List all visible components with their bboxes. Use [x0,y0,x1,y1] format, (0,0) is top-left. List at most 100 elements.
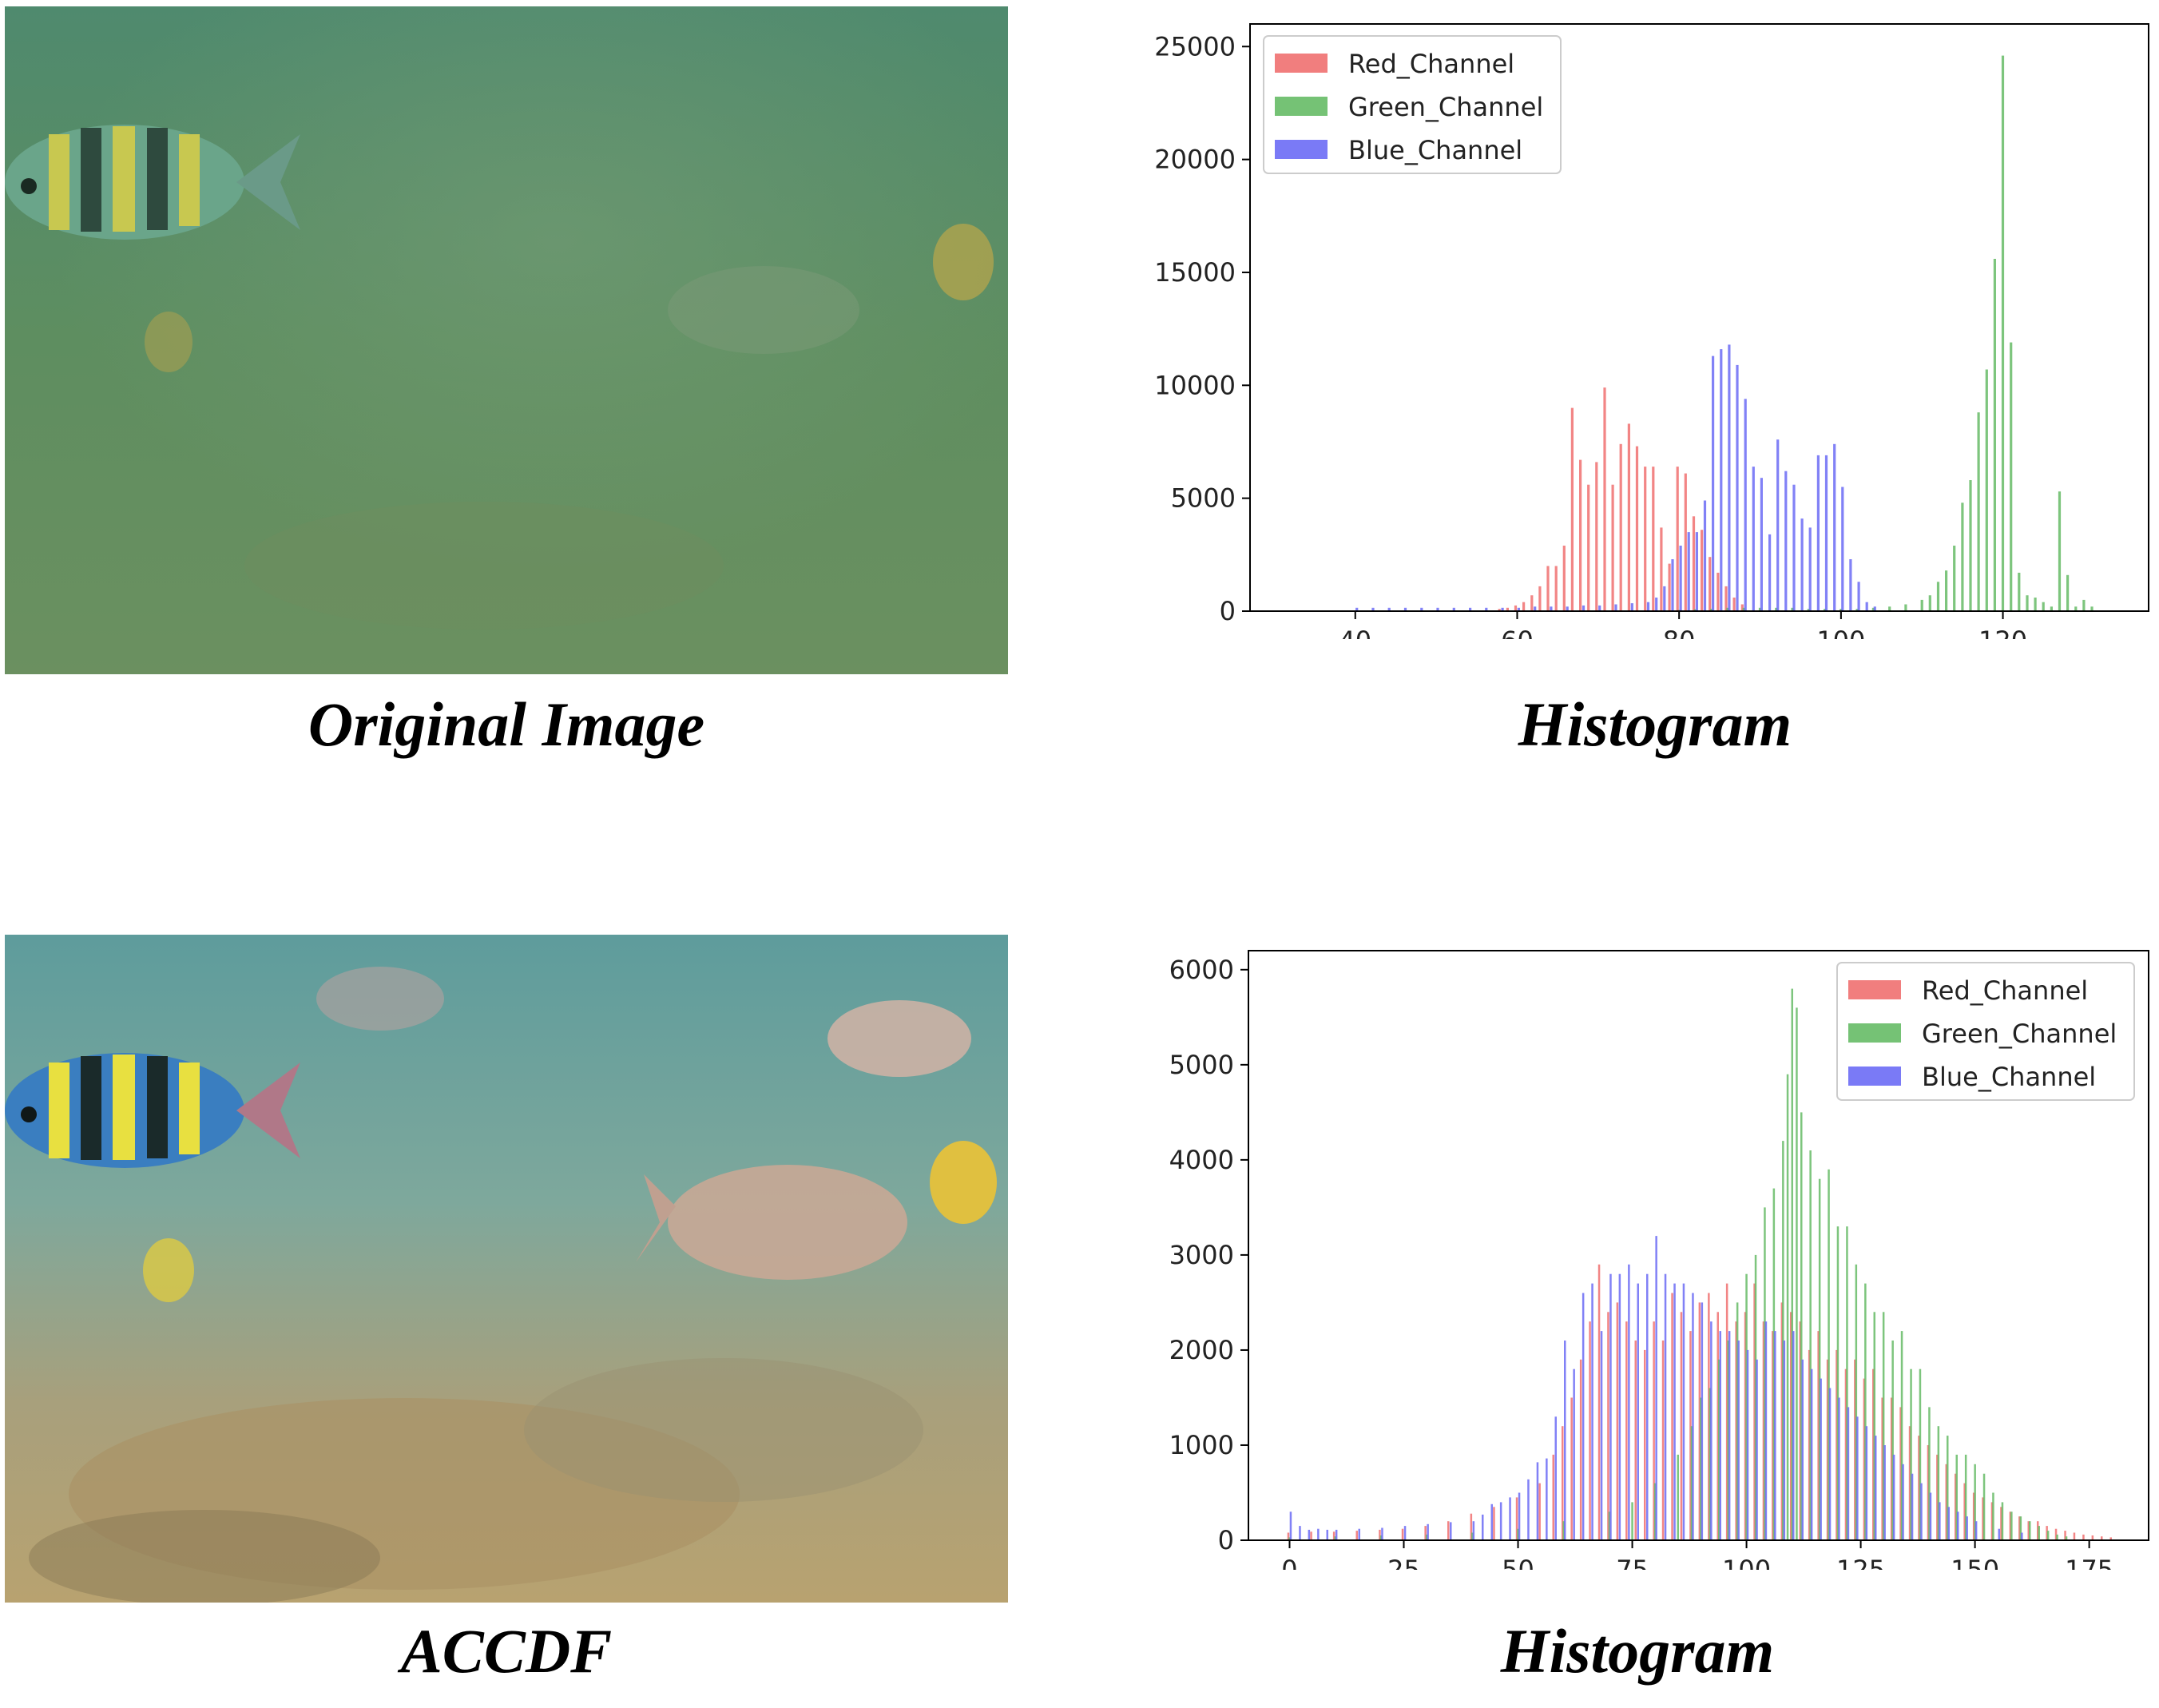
bar-blue-channel [1299,1526,1301,1540]
bar-green-channel [1718,1359,1720,1540]
bar-red-channel [1611,484,1614,611]
bar-blue-channel [1381,1527,1383,1540]
bar-blue-channel [1664,1273,1667,1540]
bar-blue-channel [1618,1273,1621,1540]
bar-red-channel [1607,1312,1609,1540]
bar-green-channel [1693,609,1697,611]
bar-green-channel [1608,1511,1611,1540]
bar-green-channel [1945,570,1948,611]
bar-blue-channel [1358,1528,1360,1540]
bar-green-channel [1288,1537,1291,1540]
bar-blue-channel [1701,1302,1704,1540]
bar-blue-channel [1719,1331,1721,1540]
bar-blue-channel [1671,559,1674,611]
bar-green-channel [1809,1150,1812,1540]
bar-green-channel [2042,602,2045,611]
accdf-image-scene [5,935,1008,1606]
bar-red-channel [1744,1312,1747,1540]
bar-green-channel [1471,1532,1474,1540]
bar-green-channel [1936,582,1940,612]
bar-red-channel [1936,1454,1939,1540]
bar-blue-channel [1485,607,1488,611]
bar-red-channel [1562,1426,1564,1540]
bar-red-channel [1310,1531,1312,1540]
bar-red-channel [1762,1321,1765,1540]
bar-red-channel [1515,1497,1518,1540]
bar-blue-channel [1744,399,1747,611]
bar-red-channel [2082,1534,2085,1540]
bar-green-channel [1953,546,1956,611]
bar-green-channel [2090,606,2094,611]
y-tick-label: 0 [1218,1525,1234,1555]
legend-label: Green_Channel [1922,1019,2117,1049]
bar-blue-channel [1289,1511,1292,1540]
bar-red-channel [1780,1302,1784,1540]
bar-green-channel [1955,1454,1958,1540]
y-tick-label: 4000 [1169,1145,1234,1175]
bar-red-channel [2018,1516,2021,1540]
bar-red-channel [1854,1359,1856,1540]
bar-red-channel [1708,1293,1710,1540]
bar-blue-channel [1801,1359,1804,1540]
y-tick-label: 5000 [1169,1050,1234,1080]
bar-red-channel [2009,1511,2012,1540]
bar-green-channel [2010,342,2013,611]
plot-frame [1249,23,2149,612]
bar-green-channel [1846,1226,1848,1540]
bar-green-channel [2074,606,2078,611]
bar-red-channel [1716,1312,1719,1540]
bar-red-channel [1652,467,1655,611]
bar-green-channel [1653,1483,1657,1540]
bar-blue-channel [1600,1331,1603,1540]
bar-blue-channel [1841,487,1844,611]
bar-red-channel [1546,566,1550,611]
bar-red-channel [1522,602,1526,611]
y-tick-label: 20000 [1154,145,1236,175]
bar-red-channel [1676,467,1679,611]
bar-green-channel [2056,1534,2058,1540]
original-image [5,6,1008,674]
bars-group [1355,55,2094,612]
bar-green-channel [1919,1368,1922,1540]
bar-blue-channel [1490,1503,1493,1540]
bar-blue-channel [1792,1331,1795,1540]
bar-blue-channel [1873,606,1876,611]
bar-green-channel [2066,574,2070,611]
bar-green-channel [1873,1312,1875,1540]
bar-green-channel [1726,607,1729,611]
bar-red-channel [2000,1507,2002,1540]
bar-green-channel [1900,1331,1903,1540]
bar-blue-channel [1573,1368,1575,1540]
original-image-scene [5,6,1008,674]
bar-blue-channel [1974,1521,1978,1540]
bar-green-channel [1690,1426,1693,1540]
bar-blue-channel [1679,546,1682,611]
bar-green-channel [1791,988,1793,1540]
bar-red-channel [1470,1513,1473,1540]
bar-blue-channel [1609,1273,1612,1540]
bar-green-channel [2038,1526,2040,1540]
bar-blue-channel [1833,443,1836,611]
bar-red-channel [1725,1283,1728,1540]
bar-green-channel [1709,1388,1712,1540]
bar-blue-channel [1710,1321,1713,1540]
bar-blue-channel [1892,1454,1895,1540]
bar-blue-channel [1420,607,1423,611]
bar-red-channel [1680,1312,1683,1540]
bar-green-channel [1517,1528,1519,1540]
bar-green-channel [1562,1521,1565,1540]
bar-green-channel [2065,1536,2068,1540]
y-tick-label: 3000 [1169,1240,1234,1270]
bar-red-channel [1493,1507,1495,1540]
bar-red-channel [1287,1532,1290,1540]
bar-green-channel [1745,1273,1748,1540]
histogram-original-svg: 40 60 80 100 120 0 5000 10000 15000 20000 25000 Red… [1154,23,2149,656]
bar-red-channel [1627,423,1630,611]
bar-red-channel [1671,1293,1673,1540]
bar-blue-channel [1598,605,1601,611]
bar-blue-channel [1403,1526,1407,1540]
bar-blue-channel [1752,467,1755,611]
bar-red-channel [2046,1526,2048,1540]
bar-blue-channel [1534,606,1537,611]
bar-red-channel [2027,1521,2030,1540]
